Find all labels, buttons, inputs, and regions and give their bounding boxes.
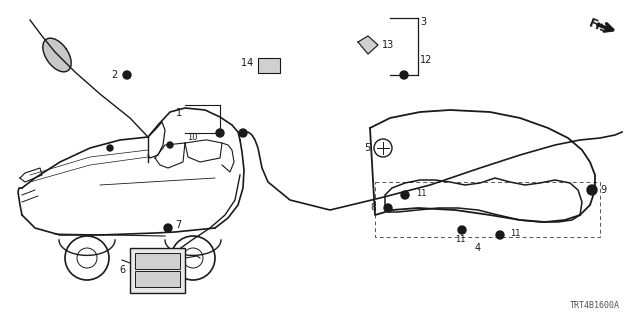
Text: 9: 9 xyxy=(600,185,606,195)
Circle shape xyxy=(164,224,172,232)
Text: 14: 14 xyxy=(241,58,256,68)
Text: 10: 10 xyxy=(187,132,198,141)
Text: 11: 11 xyxy=(510,228,520,237)
Circle shape xyxy=(458,226,466,234)
Text: 8: 8 xyxy=(371,204,376,212)
Circle shape xyxy=(400,71,408,79)
Text: 7: 7 xyxy=(175,220,181,230)
Circle shape xyxy=(384,204,392,212)
Text: 5: 5 xyxy=(364,143,370,153)
Text: 11: 11 xyxy=(455,236,465,244)
Text: 13: 13 xyxy=(382,40,394,50)
Circle shape xyxy=(239,129,247,137)
Polygon shape xyxy=(43,38,71,72)
Text: 6: 6 xyxy=(119,265,125,275)
Bar xyxy=(258,58,280,73)
Text: 12: 12 xyxy=(420,55,433,65)
Text: 4: 4 xyxy=(475,243,481,253)
Bar xyxy=(135,271,180,287)
Bar xyxy=(375,182,600,237)
Text: 3: 3 xyxy=(420,17,426,27)
Text: 11: 11 xyxy=(416,188,426,197)
Circle shape xyxy=(123,71,131,79)
Circle shape xyxy=(167,142,173,148)
Text: 2: 2 xyxy=(112,70,118,80)
Circle shape xyxy=(587,185,597,195)
Circle shape xyxy=(107,145,113,151)
Text: TRT4B1600A: TRT4B1600A xyxy=(570,301,620,310)
Bar xyxy=(135,253,180,269)
Circle shape xyxy=(401,191,409,199)
Polygon shape xyxy=(358,36,378,54)
Text: 1: 1 xyxy=(176,108,182,118)
Circle shape xyxy=(216,129,224,137)
Bar xyxy=(130,248,185,293)
Text: Fr.: Fr. xyxy=(587,17,607,35)
Circle shape xyxy=(496,231,504,239)
